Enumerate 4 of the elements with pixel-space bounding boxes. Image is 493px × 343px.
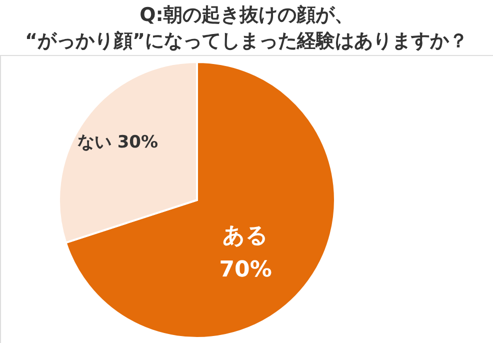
data-label: 70% <box>219 257 272 282</box>
slice-label: ない 30% <box>77 132 158 152</box>
slice-label: ある <box>222 223 269 248</box>
chart-title: Q:朝の起き抜けの顔が、 “がっかり顔”になってしまった経験はありますか？ <box>25 4 468 52</box>
